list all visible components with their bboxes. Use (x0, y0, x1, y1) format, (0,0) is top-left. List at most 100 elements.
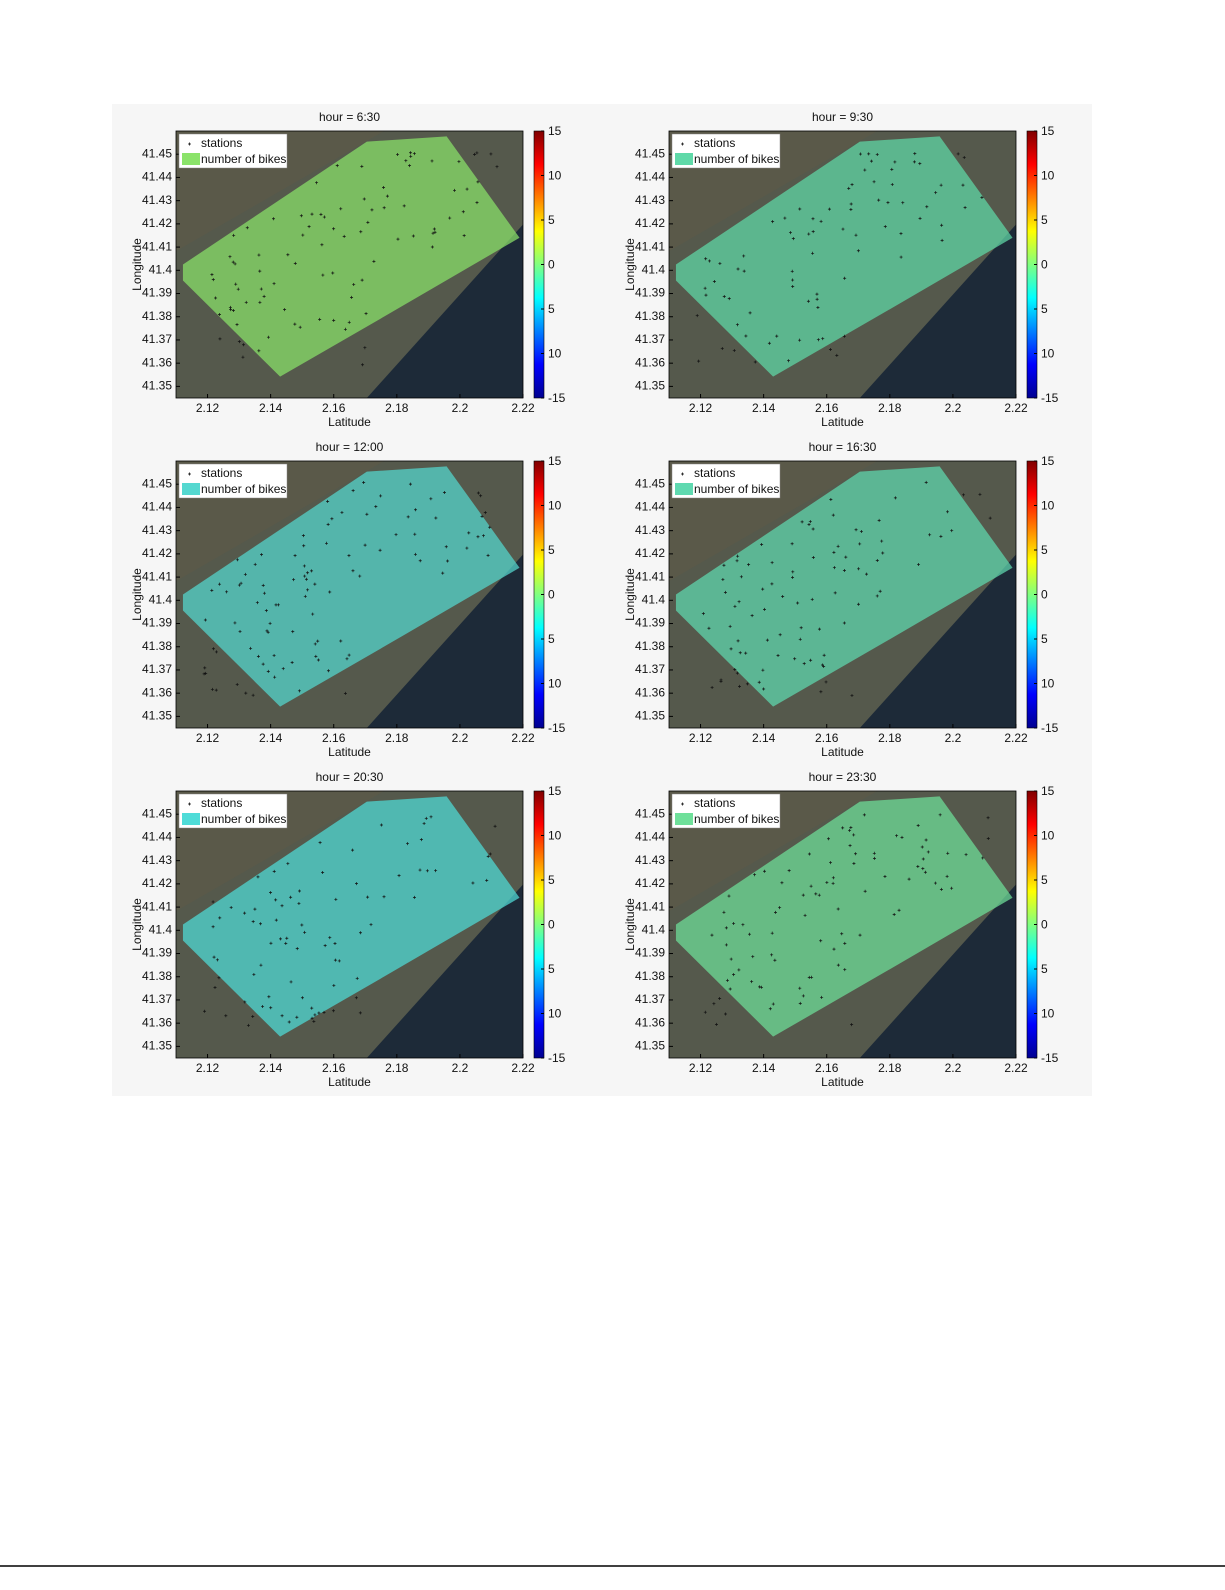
station-marker (858, 933, 862, 937)
y-tick-label: 41.36 (142, 685, 172, 699)
station-marker (258, 269, 262, 273)
station-marker (695, 314, 699, 318)
station-marker (253, 562, 257, 566)
station-marker (378, 548, 382, 552)
station-marker (313, 642, 317, 646)
station-marker (798, 1001, 802, 1005)
station-marker (424, 816, 428, 820)
y-tick-label: 41.42 (142, 876, 172, 890)
station-marker (728, 624, 732, 628)
station-marker (301, 534, 305, 538)
station-marker (321, 870, 325, 874)
station-marker (243, 911, 247, 915)
sea (366, 554, 523, 728)
y-tick-label: 41.45 (635, 476, 665, 490)
colorbar-tick-label: 10 (548, 829, 562, 843)
station-marker (396, 237, 400, 241)
station-marker (302, 544, 306, 548)
station-marker (313, 1013, 317, 1017)
station-marker (736, 639, 740, 643)
station-marker (921, 867, 925, 871)
station-marker (714, 1022, 718, 1026)
station-marker (742, 254, 746, 258)
station-marker (244, 300, 248, 304)
station-marker (850, 1023, 854, 1027)
plot-frame (668, 130, 1017, 399)
station-marker (406, 515, 410, 519)
station-marker (476, 180, 480, 184)
station-marker (488, 852, 492, 856)
x-tick-label: 2.22 (511, 401, 535, 415)
station-marker (307, 225, 311, 229)
colorbar-tick-label: 10 (548, 169, 562, 183)
colorbar-tick-label: 5 (1041, 543, 1048, 557)
station-marker (358, 574, 362, 578)
station-marker (980, 196, 984, 200)
x-tick-label: 2.22 (1004, 401, 1028, 415)
y-tick-label: 41.36 (635, 685, 665, 699)
y-tick-label: 41.35 (635, 709, 665, 723)
station-marker (770, 582, 774, 586)
station-marker (778, 906, 782, 910)
station-marker (303, 574, 307, 578)
station-marker (351, 489, 355, 493)
station-marker (819, 690, 823, 694)
station-marker (303, 594, 307, 598)
y-tick-label: 41.39 (635, 616, 665, 630)
station-marker (901, 201, 905, 205)
colorbar-tick-label: 15 (1041, 784, 1055, 798)
station-marker (465, 546, 469, 550)
station-marker (340, 511, 344, 515)
x-tick-label: 2.16 (815, 1061, 839, 1075)
colorbar-tick-label: 5 (548, 302, 555, 316)
station-marker (872, 851, 876, 855)
legend-swatch (675, 813, 693, 825)
y-tick-label: 41.43 (635, 193, 665, 207)
station-marker (798, 207, 802, 211)
station-marker (284, 941, 288, 945)
x-tick-label: 2.12 (196, 401, 220, 415)
station-marker (299, 214, 303, 218)
station-marker (332, 227, 336, 231)
station-marker (921, 857, 925, 861)
station-marker (986, 836, 990, 840)
station-marker (313, 582, 317, 586)
station-marker (479, 494, 483, 498)
station-marker (350, 295, 354, 299)
station-marker (807, 852, 811, 856)
station-marker (286, 862, 290, 866)
station-marker (382, 206, 386, 210)
station-marker (370, 208, 374, 212)
y-tick-label: 41.45 (635, 146, 665, 160)
station-marker (850, 694, 854, 698)
map-panel (668, 790, 1017, 1059)
y-tick-label: 41.37 (142, 332, 172, 346)
station-marker (251, 1014, 255, 1018)
y-tick-label: 41.35 (142, 709, 172, 723)
station-marker (753, 360, 757, 364)
station-marker (235, 683, 239, 687)
station-marker (858, 542, 862, 546)
y-tick-label: 41.42 (635, 876, 665, 890)
station-marker (328, 936, 332, 940)
station-marker (822, 653, 826, 657)
legend-label: number of bikes (201, 152, 286, 166)
station-marker (722, 563, 726, 567)
station-marker (311, 612, 315, 616)
legend-label: stations (694, 136, 735, 150)
station-marker (836, 907, 840, 911)
y-tick-label: 41.38 (142, 639, 172, 653)
station-marker (425, 869, 429, 873)
station-marker (283, 308, 287, 312)
station-marker (924, 480, 928, 484)
station-marker (243, 1000, 247, 1004)
legend-label: number of bikes (201, 812, 286, 826)
colorbar-tick-label: -15 (548, 391, 566, 405)
station-marker (218, 312, 222, 316)
station-marker (791, 575, 795, 579)
station-marker (218, 916, 222, 920)
station-marker (729, 957, 733, 961)
station-marker (271, 217, 275, 221)
colorbar-tick-label: 10 (1041, 677, 1055, 691)
x-axis-label: Latitude (328, 415, 371, 429)
